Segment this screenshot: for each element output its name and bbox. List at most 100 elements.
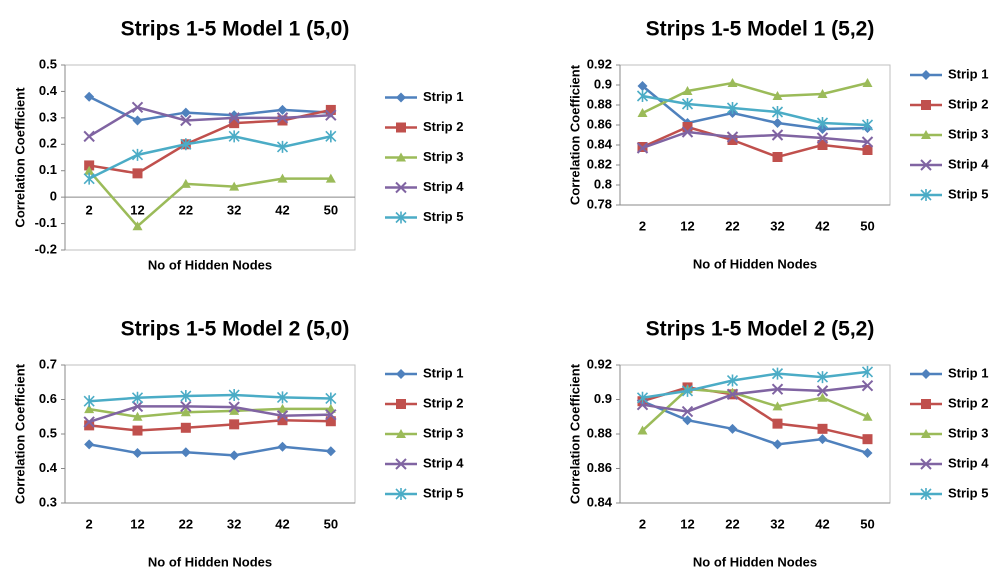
y-tick-label: 0.9 — [594, 391, 612, 406]
legend-label: Strip 3 — [423, 425, 463, 440]
y-axis-title: Correlation Coefficient — [12, 87, 27, 228]
marker — [131, 400, 144, 413]
x-tick-label: 22 — [725, 218, 739, 233]
series-line — [88, 135, 332, 180]
y-tick-label: 0.86 — [587, 116, 612, 131]
marker — [132, 115, 143, 126]
marker — [862, 145, 873, 155]
y-tick-label: 0.7 — [39, 356, 57, 371]
marker — [771, 367, 784, 380]
x-tick-label: 32 — [770, 218, 784, 233]
y-tick-label: 0.84 — [587, 136, 613, 151]
series-line — [642, 130, 868, 150]
marker — [861, 119, 874, 131]
legend-label: Strip 3 — [423, 149, 463, 164]
marker — [180, 138, 192, 151]
series-line — [88, 105, 331, 138]
marker — [84, 420, 95, 431]
legend-marker — [920, 488, 932, 500]
series-line — [88, 95, 331, 122]
chart-title: Strips 1-5 Model 2 (5,2) — [646, 318, 875, 341]
legend-marker — [921, 100, 931, 110]
marker — [817, 434, 828, 445]
x-tick-label: 22 — [179, 203, 193, 218]
x-axis-title: No of Hidden Nodes — [148, 257, 272, 272]
marker — [229, 118, 240, 129]
marker — [228, 389, 240, 402]
legend-label: Strip 2 — [423, 119, 463, 134]
marker — [816, 385, 829, 397]
legend-marker — [396, 152, 406, 162]
marker — [636, 391, 649, 404]
x-tick-label: 22 — [725, 516, 739, 531]
marker — [771, 106, 784, 118]
y-tick-label: 0.82 — [587, 156, 612, 171]
x-tick-label: 42 — [815, 516, 829, 531]
y-tick-label: 0.88 — [587, 96, 612, 111]
marker — [637, 81, 648, 91]
series-line — [642, 386, 868, 441]
marker — [325, 416, 336, 427]
series-line — [642, 94, 868, 127]
x-tick-label: 2 — [86, 203, 93, 218]
marker — [861, 379, 874, 392]
y-tick-label: 0.88 — [587, 425, 612, 440]
marker — [637, 425, 648, 435]
marker — [817, 392, 828, 402]
y-tick-label: 0.86 — [587, 460, 612, 475]
marker — [861, 136, 874, 148]
legend-label: Strip 5 — [948, 186, 988, 201]
legend-marker — [395, 181, 407, 194]
marker — [84, 165, 95, 175]
marker — [325, 392, 337, 405]
y-tick-label: 0 — [50, 189, 57, 204]
marker — [816, 371, 829, 384]
y-tick-label: 0.8 — [594, 176, 612, 191]
marker — [817, 89, 828, 98]
legend-label: Strip 5 — [423, 485, 463, 500]
chart-title: Strips 1-5 Model 1 (5,0) — [121, 18, 350, 41]
chart: Strips 1-5 Model 1 (5,2) 0.78 0.8 0.82 0.84 0… — [567, 18, 989, 272]
marker — [636, 142, 649, 154]
series-line — [88, 407, 331, 419]
legend-label: Strip 2 — [948, 96, 988, 111]
series-line — [88, 405, 331, 424]
marker — [637, 108, 648, 117]
y-tick-label: 0.3 — [39, 494, 57, 509]
y-tick-label: -0.2 — [35, 241, 57, 256]
marker — [682, 415, 693, 426]
series-line — [89, 418, 331, 432]
y-tick-label: 0.92 — [587, 56, 612, 71]
legend-marker — [921, 130, 931, 139]
x-tick-label: 32 — [227, 203, 241, 218]
marker — [277, 441, 288, 452]
chart-title: Strips 1-5 Model 2 (5,0) — [121, 318, 350, 341]
series-line — [641, 125, 868, 159]
y-tick-label: 0.6 — [39, 391, 57, 406]
marker — [325, 446, 336, 457]
marker — [180, 447, 191, 458]
y-tick-label: 0.1 — [39, 162, 57, 177]
marker — [83, 395, 95, 408]
y-tick-label: 0.78 — [587, 196, 612, 211]
x-tick-label: 42 — [815, 218, 829, 233]
legend-label: Strip 4 — [423, 455, 464, 470]
marker — [132, 411, 143, 421]
chart-title: Strips 1-5 Model 1 (5,2) — [646, 18, 875, 41]
marker — [726, 102, 739, 114]
x-tick-label: 42 — [275, 203, 289, 218]
x-tick-label: 2 — [639, 516, 646, 531]
marker — [180, 390, 192, 403]
marker — [862, 411, 873, 421]
series-line — [642, 400, 868, 455]
marker — [277, 104, 288, 115]
y-tick-label: 0.9 — [594, 76, 612, 91]
legend-marker — [395, 488, 407, 500]
marker — [83, 172, 95, 185]
marker — [325, 130, 337, 143]
chart: Strips 1-5 Model 2 (5,0) 0.3 0.4 0.5 0.6 0.7 2… — [12, 318, 464, 570]
x-tick-label: 50 — [324, 203, 338, 218]
marker — [727, 135, 738, 145]
marker — [132, 447, 143, 458]
